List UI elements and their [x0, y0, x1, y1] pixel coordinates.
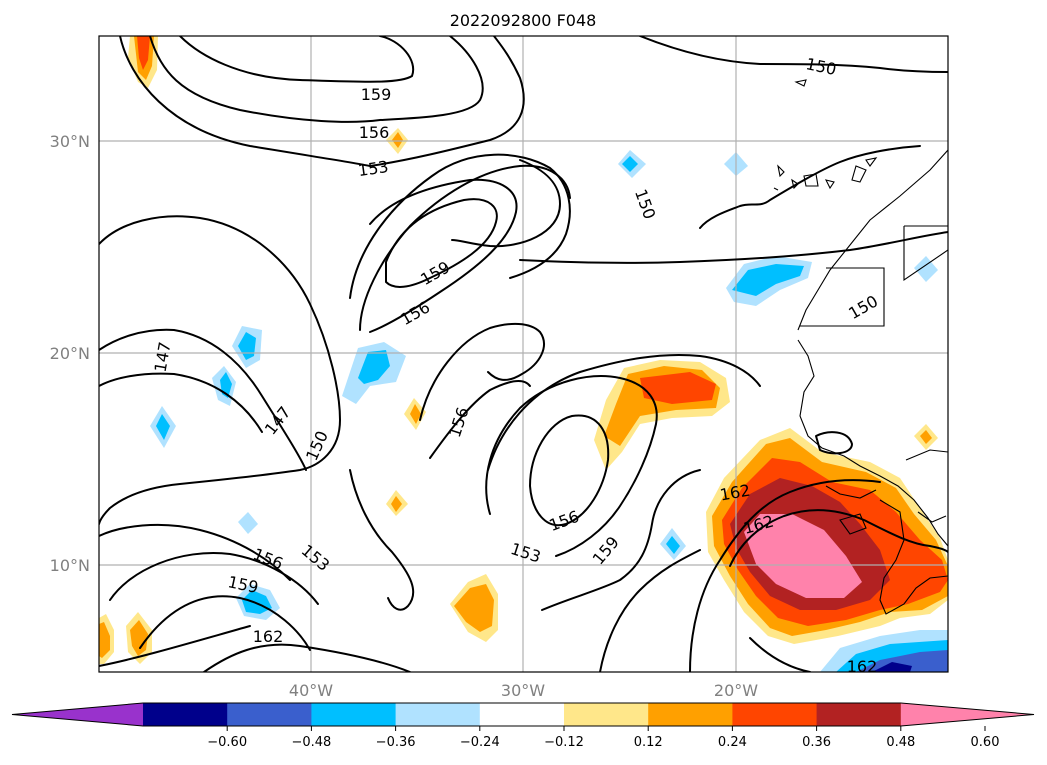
colorbar-tick-label: −0.48 [291, 735, 331, 750]
map-title: 2022092800 F048 [450, 11, 597, 30]
contour-label: 156 [359, 123, 390, 142]
map-plot-area: 150 159 156 153 150 159 156 147 147 150 … [99, 36, 948, 676]
lat-label: 10°N [50, 556, 90, 575]
colorbar-swatch [479, 703, 565, 726]
colorbar-swatch [395, 703, 481, 726]
colorbar-swatch [564, 703, 649, 726]
colorbar-tick-label: −0.36 [376, 735, 416, 750]
colorbar-tick-label: 0.12 [634, 735, 663, 750]
contour-label: 162 [253, 627, 284, 646]
contour-label: 153 [357, 157, 390, 180]
lon-label: 30°W [501, 681, 545, 700]
colorbar: −0.60 −0.48 −0.36 −0.24 −0.12 0.12 0.24 0.36 0.4… [11, 702, 1035, 750]
contour-label: 159 [361, 85, 392, 104]
colorbar-extend-high [900, 703, 1034, 726]
colorbar-swatch [311, 703, 397, 726]
colorbar-tick-label: 0.60 [971, 735, 1000, 750]
colorbar-tick-label: 0.36 [802, 735, 831, 750]
colorbar-swatch [732, 703, 818, 726]
colorbar-swatch [648, 703, 733, 726]
lat-label: 20°N [50, 344, 90, 363]
colorbar-swatch [227, 703, 312, 726]
colorbar-extend-low [12, 703, 143, 726]
colorbar-outline [11, 702, 1035, 727]
colorbar-tick-label: −0.12 [544, 735, 584, 750]
contour-label: 162 [847, 657, 878, 676]
lon-label: 20°W [714, 681, 758, 700]
shaded-anomaly-fields [99, 36, 948, 672]
height-contours [99, 36, 948, 672]
colorbar-tick-label: −0.24 [460, 735, 500, 750]
colorbar-tick-label: −0.60 [207, 735, 247, 750]
graticule [99, 36, 948, 672]
lat-label: 30°N [50, 132, 90, 151]
colorbar-swatch [816, 703, 902, 726]
map-frame [98, 35, 949, 673]
colorbar-tick-label: 0.48 [886, 735, 915, 750]
colorbar-swatch [143, 703, 228, 726]
lon-label: 40°W [289, 681, 333, 700]
colorbar-tick-label: 0.24 [718, 735, 747, 750]
